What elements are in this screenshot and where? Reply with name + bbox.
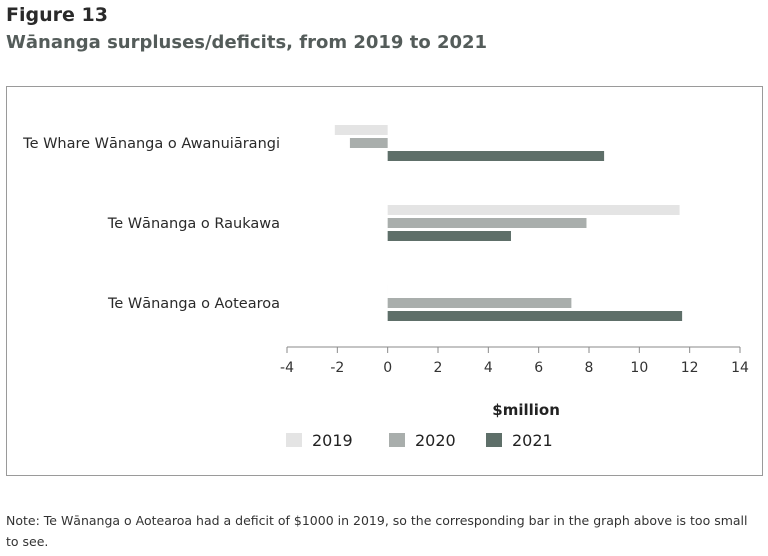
legend-swatch-2019 bbox=[286, 433, 302, 447]
x-axis-title: $million bbox=[492, 401, 560, 419]
chart-frame: -4 -2 0 2 4 6 8 10 12 14 $million Te Whare Wānanga… bbox=[6, 86, 763, 476]
category-label: Te Wānanga o Aotearoa bbox=[107, 296, 280, 312]
legend-swatch-2020 bbox=[389, 433, 405, 447]
category-label: Te Wānanga o Raukawa bbox=[107, 216, 280, 232]
legend-swatch-2021 bbox=[486, 433, 502, 447]
figure-title: Wānanga surpluses/deficits, from 2019 to… bbox=[6, 32, 488, 53]
bar-2020 bbox=[349, 138, 388, 148]
x-tick-label: 0 bbox=[383, 360, 392, 376]
x-tick-label: 8 bbox=[585, 360, 594, 376]
bar-chart: -4 -2 0 2 4 6 8 10 12 14 $million Te Whare Wānanga… bbox=[22, 125, 749, 450]
figure-label: Figure 13 bbox=[6, 4, 108, 26]
bar-2021 bbox=[387, 311, 683, 321]
x-tick-label: 12 bbox=[681, 360, 699, 376]
x-tick-label: 6 bbox=[534, 360, 543, 376]
category-label: Te Whare Wānanga o Awanuiārangi bbox=[22, 136, 280, 152]
x-tick-label: 14 bbox=[731, 360, 749, 376]
x-tick-label: -2 bbox=[330, 360, 344, 376]
bar-2021 bbox=[387, 231, 511, 241]
legend-label: 2020 bbox=[415, 431, 456, 450]
bar-2019 bbox=[334, 125, 388, 135]
legend-label: 2021 bbox=[512, 431, 553, 450]
legend-label: 2019 bbox=[312, 431, 353, 450]
chart-note: Note: Te Wānanga o Aotearoa had a defici… bbox=[6, 513, 748, 549]
bar-2020 bbox=[387, 218, 587, 228]
x-tick-label: 10 bbox=[630, 360, 648, 376]
bar-2020 bbox=[387, 298, 572, 308]
x-tick-label: -4 bbox=[280, 360, 294, 376]
x-tick-label: 4 bbox=[484, 360, 493, 376]
bar-2021 bbox=[387, 151, 605, 161]
bar-2019 bbox=[387, 205, 680, 215]
x-tick-label: 2 bbox=[434, 360, 443, 376]
